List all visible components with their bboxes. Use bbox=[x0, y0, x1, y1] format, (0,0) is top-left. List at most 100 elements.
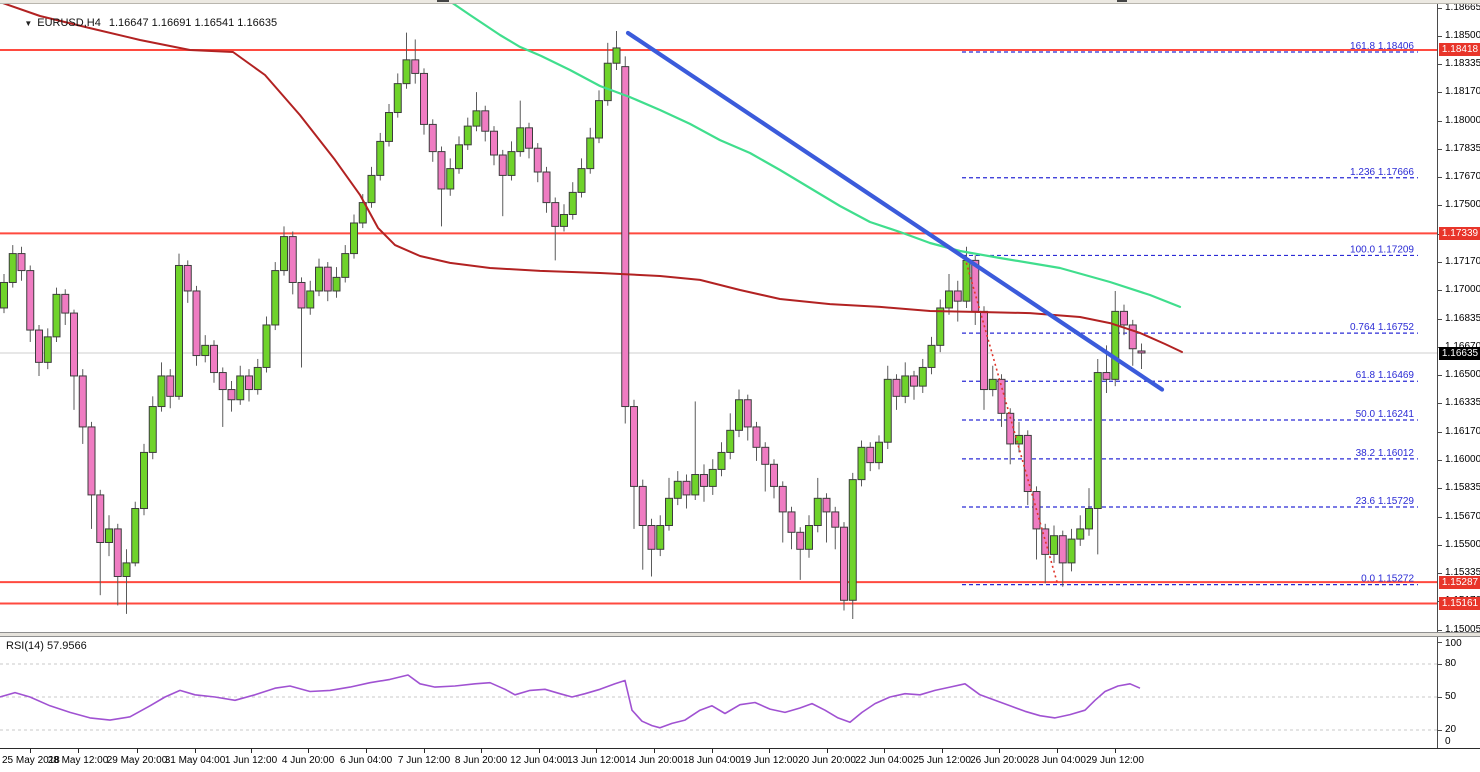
candle-body bbox=[945, 290, 953, 309]
candle-body bbox=[1093, 372, 1102, 510]
ma-fast-line bbox=[446, 0, 1182, 308]
candle-body bbox=[630, 406, 638, 487]
candle-body bbox=[1076, 528, 1085, 540]
candle-body bbox=[183, 264, 192, 292]
candle-body bbox=[218, 372, 227, 391]
candle-body bbox=[428, 123, 437, 153]
rsi-axis-tick bbox=[1438, 697, 1442, 698]
candle-body bbox=[498, 154, 507, 176]
price-axis-tick bbox=[1438, 7, 1442, 9]
candle-body bbox=[376, 140, 385, 176]
fib-level-label: 161.8 1.18406 bbox=[1350, 41, 1414, 52]
rsi-axis-tick bbox=[1438, 664, 1442, 665]
candle-body bbox=[507, 151, 516, 176]
candle-body bbox=[192, 290, 201, 357]
candle-body bbox=[0, 281, 8, 309]
price-chart-canvas: 161.8 1.18406 1.236 1.17666 100.0 1.17209 0… bbox=[0, 0, 1437, 619]
candle-body bbox=[70, 312, 78, 377]
time-axis-label: 4 Jun 20:00 bbox=[281, 755, 335, 766]
candle-body bbox=[253, 366, 262, 391]
ma-slow-line bbox=[0, 1, 1183, 353]
rsi-indicator-pane[interactable]: RSI(14) 57.9566 bbox=[0, 637, 1437, 749]
rsi-axis[interactable]: 100 80 50 20 0 bbox=[1437, 637, 1480, 753]
collapse-arrow-icon[interactable]: ▼ bbox=[24, 19, 33, 28]
candle-body bbox=[752, 426, 761, 448]
candle-body bbox=[227, 389, 236, 401]
candle-body bbox=[883, 378, 892, 443]
candle-body bbox=[61, 293, 70, 314]
fib-level-label: 50.0 1.16241 bbox=[1356, 409, 1415, 420]
candle-body bbox=[857, 446, 866, 481]
candle-body bbox=[358, 202, 367, 224]
candle-body bbox=[1128, 324, 1137, 350]
toolbar-remnant-mark bbox=[1117, 0, 1127, 2]
candle-body bbox=[87, 426, 96, 496]
candle-body bbox=[8, 253, 17, 283]
candle-body bbox=[533, 147, 542, 173]
pane-splitter[interactable] bbox=[0, 632, 1480, 637]
candle-body bbox=[918, 366, 927, 387]
price-axis-label: 1.15500 bbox=[1445, 539, 1480, 551]
candle-body bbox=[586, 137, 595, 170]
candle-body bbox=[437, 151, 446, 190]
candle-body bbox=[525, 127, 533, 149]
price-axis-tick bbox=[1438, 35, 1442, 37]
candle-body bbox=[122, 562, 131, 577]
candle-body bbox=[367, 174, 376, 204]
candle-body bbox=[455, 144, 463, 170]
candle-body bbox=[1137, 350, 1146, 354]
candle-body bbox=[1006, 412, 1015, 445]
candle-body bbox=[866, 446, 875, 464]
rsi-axis-label: 20 bbox=[1445, 724, 1457, 735]
price-axis-tick bbox=[1438, 261, 1442, 263]
candle-body bbox=[306, 290, 315, 309]
price-axis-label: 1.15670 bbox=[1445, 510, 1480, 522]
time-axis-tick bbox=[424, 749, 425, 753]
price-axis-label: 1.16670 bbox=[1445, 341, 1480, 352]
candle-body bbox=[743, 399, 752, 428]
time-axis[interactable]: 25 May 2018 28 May 12:00 29 May 20:00 31 Ma… bbox=[0, 748, 1480, 772]
candle-body bbox=[43, 336, 52, 363]
candle-body bbox=[1015, 434, 1023, 445]
candle-body bbox=[988, 378, 997, 391]
candle-body bbox=[638, 485, 647, 527]
descending-trendline[interactable] bbox=[625, 30, 1165, 392]
time-axis-label: 19 Jun 12:00 bbox=[740, 755, 798, 766]
candle-body bbox=[875, 441, 883, 464]
time-axis-label: 1 Jun 12:00 bbox=[224, 755, 278, 766]
line-price-badge: 1.15287 bbox=[1439, 575, 1480, 589]
candle-body bbox=[472, 110, 481, 127]
candle-body bbox=[822, 497, 831, 513]
fib-level-label: 100.0 1.17209 bbox=[1350, 244, 1414, 255]
price-axis-label: 1.18665 bbox=[1445, 1, 1480, 13]
candle-body bbox=[1023, 434, 1032, 493]
time-axis-tick bbox=[366, 749, 367, 753]
fib-level-label: 23.6 1.15729 bbox=[1356, 496, 1415, 507]
time-axis-label: 26 Jun 20:00 bbox=[970, 755, 1028, 766]
rsi-chart-canvas bbox=[0, 663, 1437, 731]
time-axis-tick bbox=[251, 749, 252, 753]
rsi-axis-label: 50 bbox=[1445, 691, 1457, 702]
price-axis-label: 1.18170 bbox=[1445, 85, 1480, 97]
candle-body bbox=[420, 72, 428, 125]
candle-body bbox=[953, 290, 962, 302]
price-axis-tick bbox=[1438, 290, 1442, 292]
candle-body bbox=[840, 526, 848, 601]
price-pane[interactable]: 161.8 1.18406 1.236 1.17666 100.0 1.17209 0… bbox=[0, 0, 1437, 632]
candle-body bbox=[778, 485, 787, 513]
current-price-badge: 1.16635 bbox=[1439, 346, 1480, 360]
candle-body bbox=[280, 236, 288, 272]
price-axis-label: 1.17170 bbox=[1445, 255, 1480, 267]
price-axis[interactable]: 1.18665 1.18500 1.18335 1.18170 1.18000 1.178… bbox=[1437, 0, 1480, 635]
time-axis-label: 25 May 2018 bbox=[2, 755, 60, 766]
candle-body bbox=[787, 511, 796, 533]
candle-body bbox=[1058, 535, 1067, 564]
candle-body bbox=[682, 480, 691, 496]
candle-body bbox=[962, 259, 971, 302]
line-price-badge: 1.15161 bbox=[1439, 597, 1480, 610]
candle-body bbox=[577, 168, 586, 193]
candle-body bbox=[52, 293, 61, 338]
price-axis-tick bbox=[1438, 573, 1442, 575]
time-axis-tick bbox=[539, 749, 540, 753]
time-axis-label: 31 May 04:00 bbox=[164, 755, 226, 766]
